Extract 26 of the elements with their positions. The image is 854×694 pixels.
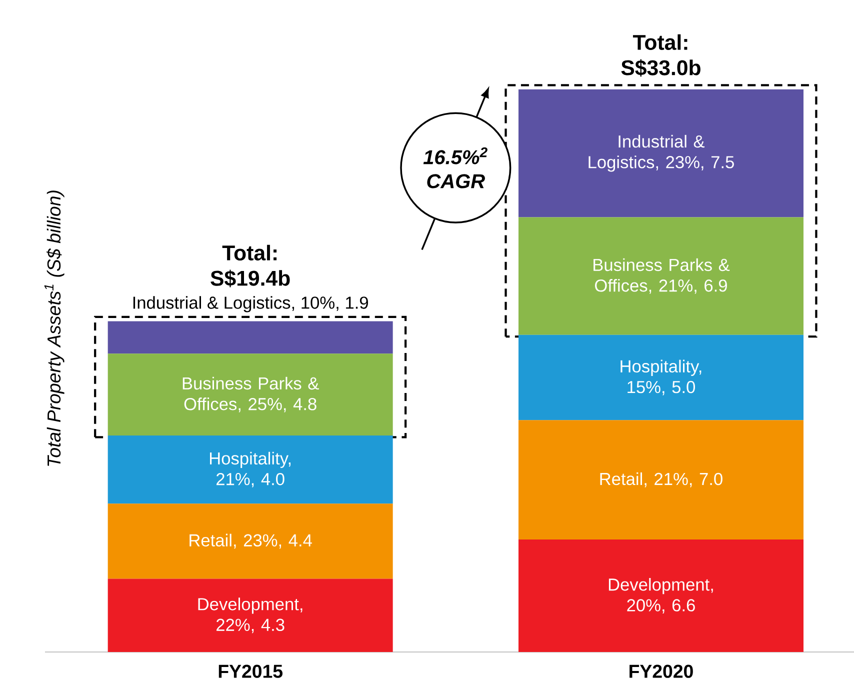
data-label: Industrial & Logistics, 23%, 7.5 (588, 134, 734, 172)
bar (108, 435, 393, 504)
bar (518, 334, 804, 420)
data-label: Retail, 23%, 4.4 (190, 534, 312, 549)
bar (518, 217, 804, 335)
y-axis-title: Total Property Assets$^{1}$ (S$ billion) (44, 190, 64, 466)
bar (518, 539, 804, 652)
bar (518, 420, 804, 540)
bar (108, 321, 393, 354)
data-label: Development, 22%, 4.3 (198, 598, 302, 634)
x-tick-label: FY2015 (218, 664, 283, 678)
bar (108, 578, 393, 652)
total-label: Total: S$33.0b (621, 34, 700, 77)
data-label: Hospitality, 15%, 5.0 (620, 360, 702, 396)
bar (108, 504, 393, 579)
total-label: Total: S$19.4b (210, 244, 290, 288)
data-label: Business Parks & Offices, 21%, 6.9 (594, 258, 730, 294)
text: 16.5%$^{2}$ CAGR (423, 147, 488, 188)
bar (108, 354, 393, 436)
data-label: Hospitality, 21%, 4.0 (210, 452, 291, 488)
data-label: Retail, 21%, 7.0 (600, 472, 722, 488)
data-label: Business Parks & Offices, 25%, 4.8 (182, 376, 319, 412)
data-label: Development, 20%, 6.6 (608, 578, 713, 614)
x-tick-label: FY2020 (630, 664, 693, 678)
bar (518, 89, 804, 218)
data-label: Industrial & Logistics, 10%, 1.9 (133, 296, 368, 312)
